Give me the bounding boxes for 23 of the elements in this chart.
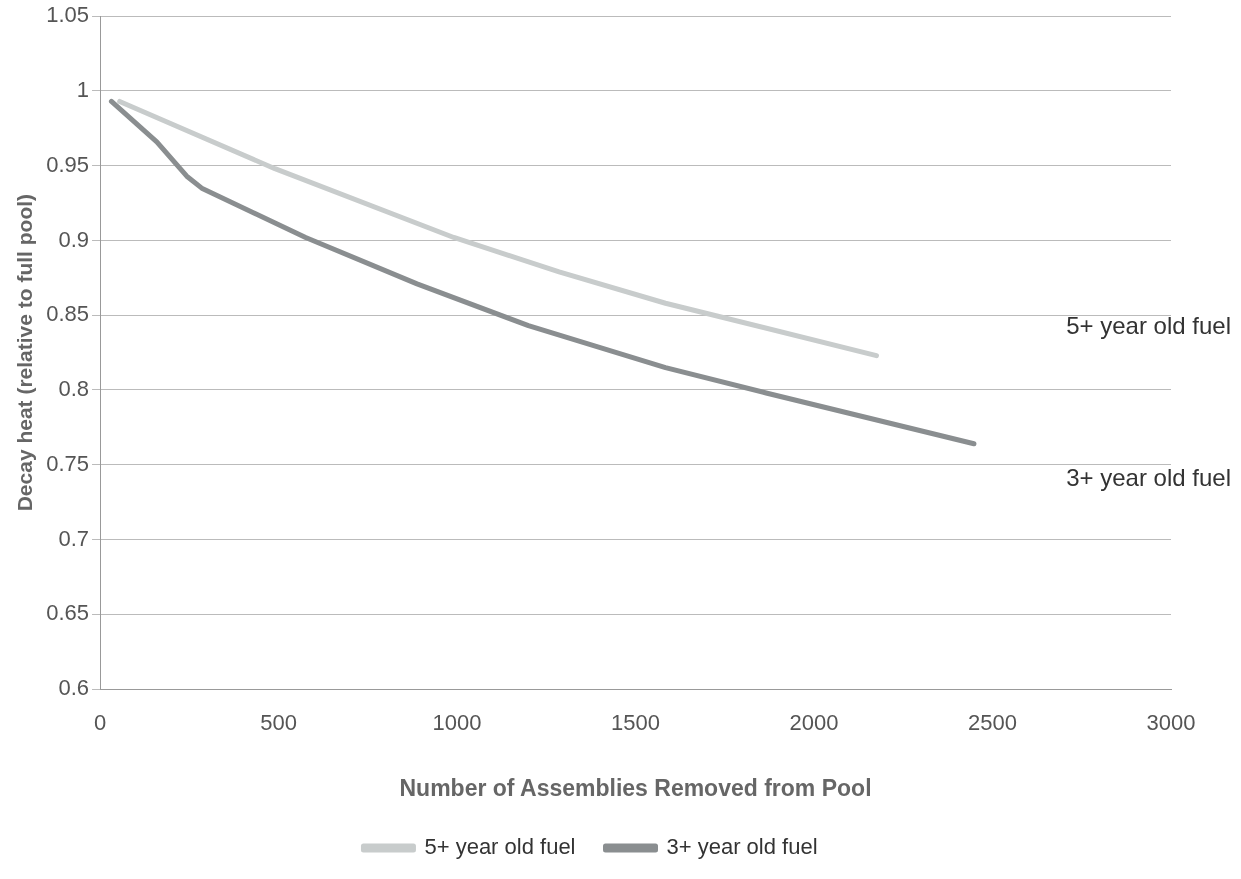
y-tick-label: 0.9	[58, 226, 90, 252]
legend-label: 3+ year old fuel	[666, 834, 818, 860]
x-tick-label: 1500	[611, 710, 660, 736]
y-tick-label: 0.75	[46, 450, 90, 476]
y-tick-label: 0.6	[58, 675, 90, 701]
x-tick-label: 0	[93, 710, 107, 736]
y-axis-title: Decay heat (relative to full pool)	[13, 193, 37, 512]
x-tick-label: 500	[260, 710, 297, 736]
annotation: 5+ year old fuel	[1066, 312, 1231, 340]
x-tick-label: 3000	[1146, 710, 1196, 736]
y-tick-label: 0.7	[58, 525, 90, 551]
legend-label: 5+ year old fuel	[424, 834, 576, 860]
x-tick-label: 2000	[789, 710, 839, 736]
y-tick-label: 0.95	[46, 151, 90, 177]
y-tick-label: 0.8	[58, 376, 90, 402]
x-axis-title: Number of Assemblies Removed from Pool	[399, 774, 872, 801]
y-tick-label: 0.85	[46, 301, 90, 327]
x-tick-label: 1000	[432, 710, 482, 736]
y-tick-label: 1	[76, 77, 90, 103]
y-tick-label: 0.65	[46, 600, 90, 626]
x-tick-label: 2500	[968, 710, 1017, 736]
annotation: 3+ year old fuel	[1066, 464, 1231, 492]
y-tick-label: 1.05	[46, 2, 90, 28]
